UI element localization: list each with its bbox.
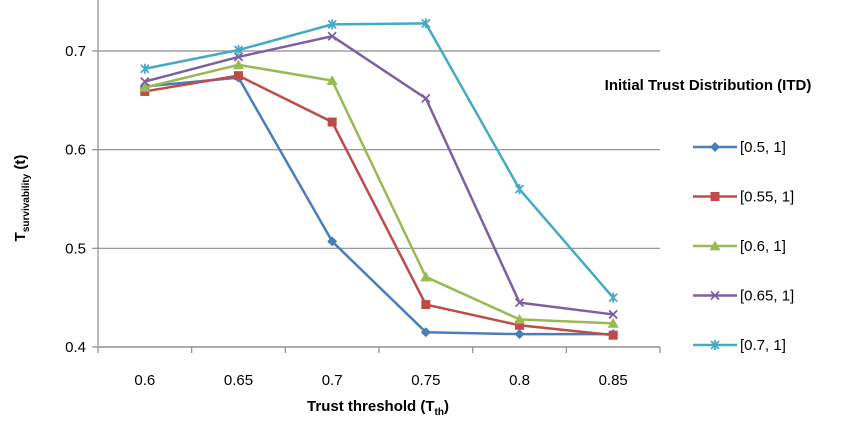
data-point [421,18,431,29]
data-point [514,184,525,195]
grid-lines [98,50,660,348]
legend-marker [710,142,720,152]
x-tick-label: 0.75 [411,372,440,389]
data-point [326,75,338,85]
x-tick-label: 0.85 [599,372,628,389]
data-point [514,329,525,340]
data-point [608,292,618,303]
x-axis-title: Trust threshold (Tth) [307,398,449,418]
series-line [144,34,614,316]
tick-labels: 0.4 0.5 0.6 0.7 0.6 0.65 0.7 0.75 0.8 0.85 [65,43,628,389]
legend-marker [709,240,721,251]
y-tick-label: 0.4 [65,339,86,356]
data-point [607,317,619,328]
series-line [144,22,615,299]
legend-label: [0.65, 1] [740,288,794,305]
series-line [144,74,614,337]
series-line [144,76,614,336]
data-point [327,236,338,247]
x-tick-label: 0.8 [509,372,530,389]
data-point [139,82,151,92]
data-point [234,71,243,81]
legend-title: Initial Trust Distribution (ITD) [605,77,812,94]
x-tick-label: 0.6 [134,372,155,389]
data-point [608,309,618,320]
y-tick-label: 0.7 [65,43,86,60]
data-point [233,45,244,56]
legend-marker [710,192,720,201]
data-point [420,327,431,338]
legend-label: [0.7, 1] [740,337,786,354]
data-point [327,117,337,127]
data-point [608,330,618,340]
data-point [514,297,525,308]
data-point [233,52,244,62]
data-point [421,300,431,310]
y-axis-title: Tsurvivability (t) [12,155,32,242]
legend-label: [0.55, 1] [740,189,794,206]
axes [92,0,661,353]
data-point [420,271,432,282]
data-point [515,320,524,330]
data-point [514,313,525,324]
data-point [140,63,150,74]
x-tick-label: 0.7 [322,372,343,389]
series-lines [139,18,619,340]
data-point [421,93,431,103]
legend: [0.5, 1] [0.55, 1] [0.6, 1] [0.65, 1] [0.7, … [693,139,794,354]
y-tick-label: 0.6 [65,142,86,159]
data-point [327,31,337,41]
legend-marker [710,290,720,301]
data-point [327,19,337,30]
series-line [144,63,614,325]
data-point [140,76,150,87]
data-point [233,59,244,70]
legend-label: [0.6, 1] [740,238,786,255]
legend-marker [710,340,720,350]
x-tick-label: 0.65 [224,372,253,389]
y-tick-label: 0.5 [65,240,86,257]
legend-label: [0.5, 1] [740,139,786,156]
